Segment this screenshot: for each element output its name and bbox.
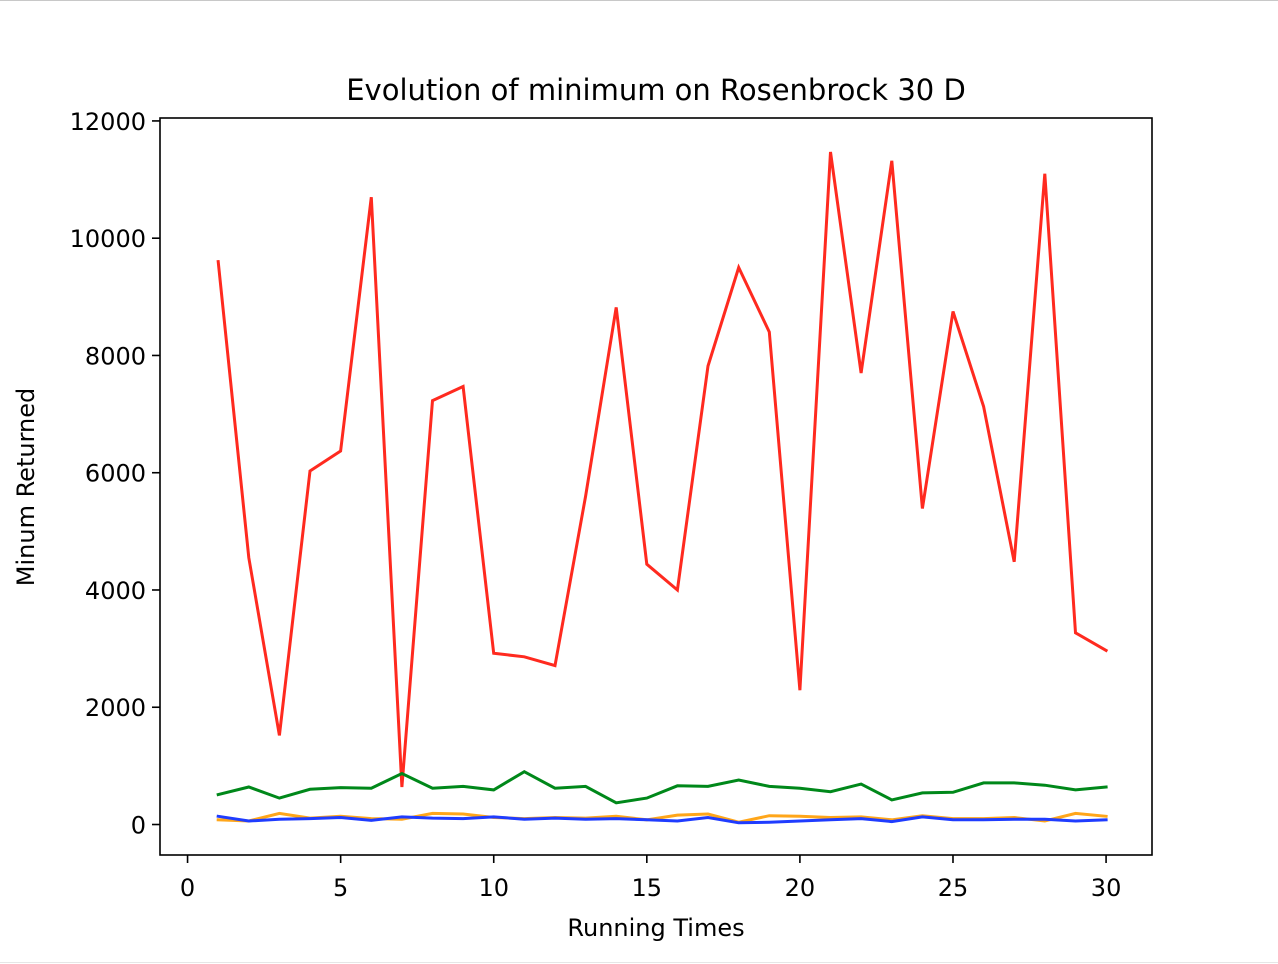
y-tick-label: 10000 — [70, 225, 146, 253]
window-bottom-border — [0, 962, 1278, 963]
plot-area-border — [159, 117, 1153, 856]
x-tick-label: 15 — [632, 874, 663, 902]
x-tick-label: 5 — [333, 874, 348, 902]
y-tick-label: 2000 — [85, 694, 146, 722]
x-tick-label: 30 — [1091, 874, 1122, 902]
y-tick-label: 8000 — [85, 342, 146, 370]
y-tick-label: 12000 — [70, 108, 146, 136]
x-axis-label: Running Times — [567, 914, 744, 942]
series-line-blue — [216, 814, 1108, 825]
series-layer — [216, 151, 1109, 825]
x-tick-label: 20 — [785, 874, 816, 902]
x-tick-label: 25 — [938, 874, 969, 902]
x-tick-label: 0 — [180, 874, 195, 902]
x-tick-label: 10 — [478, 874, 509, 902]
y-tick-label: 6000 — [85, 460, 146, 488]
x-axis: 0 5 10 15 20 25 30 — [180, 855, 1121, 902]
y-tick-label: 4000 — [85, 577, 146, 605]
y-axis-label: Minum Returned — [12, 388, 40, 586]
y-axis: 0 2000 4000 6000 8000 10000 12000 — [70, 108, 160, 840]
series-line-red — [216, 151, 1109, 788]
chart-title: Evolution of minimum on Rosenbrock 30 D — [346, 73, 966, 107]
y-tick-label: 0 — [131, 812, 146, 840]
window-top-border — [0, 0, 1278, 1]
series-line-green — [216, 769, 1108, 805]
